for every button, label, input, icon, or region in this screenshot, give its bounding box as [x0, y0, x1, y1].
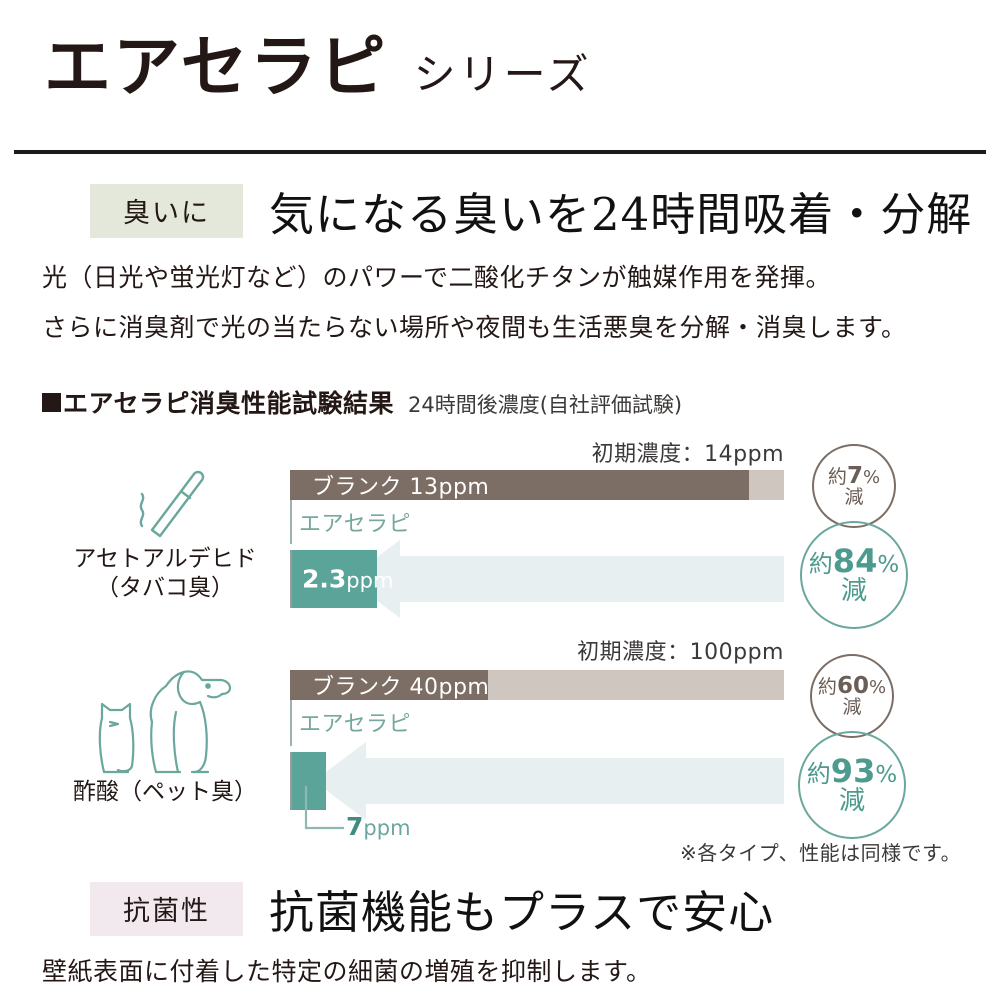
- badge-odor-label: 臭いに: [123, 198, 210, 229]
- chart2-item-label: 酢酸（ペット臭）: [30, 778, 300, 807]
- chart2-air-reduction-line1: 約 93%: [806, 751, 898, 790]
- chart1-item-label-line1: アセトアルデヒド: [73, 546, 257, 572]
- brand-subtitle: シリーズ: [413, 50, 592, 99]
- chart1-air-value: 2.3ppm: [302, 564, 394, 594]
- odor-section-header: 臭いに 気になる臭いを24時間吸着・分解: [90, 178, 972, 243]
- chart1-blank-reduction-badge: 約 7% 減: [812, 444, 896, 528]
- chart1-blank-fill: [290, 470, 749, 500]
- badge-antibacterial-label: 抗菌性: [123, 896, 210, 927]
- chart-acetic-acid: 初期濃度：100ppm ブランク 40ppm エアセラピ 7ppm: [290, 634, 784, 841]
- chart1-blank-reduction-line1: 約 7%: [827, 462, 881, 489]
- chart1-air-reduction-line2: 減: [840, 576, 867, 607]
- chart1-reduction-arrow-icon: [348, 540, 784, 618]
- odor-body-line-1: 光（日光や蛍光灯など）のパワーで二酸化チタンが触媒作用を発揮。: [42, 263, 832, 292]
- results-footnote: ※各タイプ、性能は同様です。: [680, 841, 962, 865]
- chart1-baseline-tick: [290, 500, 292, 544]
- chart2-reduction-arrow-icon: [314, 742, 784, 820]
- chart2-blank-track: ブランク 40ppm: [290, 670, 784, 700]
- badge-antibacterial: 抗菌性: [90, 881, 243, 936]
- chart1-air-series-label: エアセラピ: [299, 512, 412, 537]
- antibacterial-heading: 抗菌機能もプラスで安心: [269, 886, 775, 939]
- page-title: エアセラピ シリーズ: [44, 34, 592, 101]
- antibacterial-body-line-1: 壁紙表面に付着した特定の細菌の増殖を抑制します。: [42, 957, 652, 986]
- chart2-item-label-line1: 酢酸（ペット臭）: [73, 779, 257, 805]
- chart1-air-reduction-line1: 約 84%: [808, 541, 900, 580]
- chart2-air-series-label: エアセラピ: [299, 712, 412, 737]
- cat-dog-icon: [98, 670, 232, 774]
- chart1-air-reduction-badge: 約 84% 減: [800, 521, 908, 629]
- chart1-blank-reduction-line2: 減: [844, 486, 864, 509]
- chart1-initial-concentration: 初期濃度：14ppm: [591, 442, 784, 467]
- antibacterial-section-header: 抗菌性 抗菌機能もプラスで安心: [90, 876, 774, 941]
- odor-heading: 気になる臭いを24時間吸着・分解: [269, 188, 973, 241]
- badge-odor: 臭いに: [90, 183, 243, 238]
- chart2-blank-reduction-line2: 減: [842, 696, 862, 719]
- cigarette-icon: [139, 470, 205, 538]
- chart2-air-value: 7ppm: [346, 812, 411, 841]
- chart2-blank-reduction-line1: 約 60%: [817, 672, 887, 699]
- chart2-blank-reduction-badge: 約 60% 減: [810, 654, 894, 738]
- results-heading: エアセラピ消臭性能試験結果 24時間後濃度(自社評価試験): [42, 384, 682, 420]
- chart-acetaldehyde: 初期濃度：14ppm ブランク 13ppm エアセラピ 2.3ppm: [290, 436, 784, 618]
- chart2-air-bar: [290, 752, 326, 810]
- chart2-blank-label: ブランク 40ppm: [312, 675, 490, 700]
- chart1-item-label-line2: （タバコ臭）: [96, 574, 234, 601]
- chart1-item-label: アセトアルデヒド （タバコ臭）: [30, 545, 300, 603]
- chart2-baseline-tick: [290, 700, 292, 746]
- chart1-blank-label: ブランク 13ppm: [312, 475, 490, 500]
- results-heading-main: エアセラピ消臭性能試験結果: [63, 389, 395, 418]
- chart2-air-reduction-badge: 約 93% 減: [798, 731, 906, 839]
- chart2-blank-fill: [290, 670, 488, 700]
- chart2-air-reduction-line2: 減: [838, 786, 865, 817]
- chart2-initial-concentration: 初期濃度：100ppm: [577, 640, 784, 665]
- chart2-callout-leader-line: [304, 786, 344, 830]
- brand-title: エアセラピ: [44, 28, 388, 106]
- bullet-square-icon: [42, 393, 61, 412]
- header-divider: [14, 150, 986, 154]
- chart1-air-bar: 2.3ppm: [290, 550, 393, 608]
- results-heading-sub: 24時間後濃度(自社評価試験): [408, 393, 683, 417]
- chart1-blank-track: ブランク 13ppm: [290, 470, 784, 500]
- odor-body-line-2: さらに消臭剤で光の当たらない場所や夜間も生活悪臭を分解・消臭します。: [42, 313, 907, 342]
